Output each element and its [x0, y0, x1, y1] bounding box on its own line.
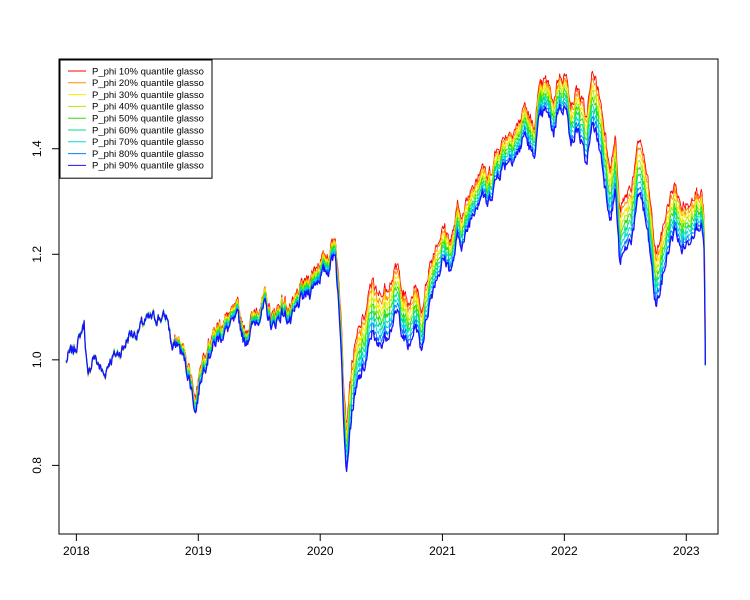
x-tick-label: 2019	[185, 544, 212, 558]
x-axis: 2018 2019 2020 2021 2022 2023	[63, 534, 700, 558]
plot-frame	[58, 58, 719, 535]
legend-label: P_phi 80% quantile glasso	[92, 149, 204, 160]
series-lines	[65, 70, 706, 473]
x-tick-label: 2018	[63, 544, 90, 558]
legend-box	[59, 59, 213, 179]
y-tick-label: 0.8	[30, 457, 44, 474]
y-tick-label: 1.0	[30, 351, 44, 368]
legend-label: P_phi 40% quantile glasso	[92, 102, 204, 113]
legend-label: P_phi 60% quantile glasso	[92, 125, 204, 136]
x-tick-label: 2021	[429, 544, 456, 558]
legend-label: P_phi 50% quantile glasso	[92, 114, 204, 125]
x-tick-label: 2023	[673, 544, 700, 558]
legend-label: P_phi 90% quantile glasso	[92, 161, 204, 172]
x-tick-label: 2020	[307, 544, 334, 558]
y-axis: 0.8 1.0 1.2 1.4	[30, 140, 59, 474]
y-tick-label: 1.4	[30, 140, 44, 157]
legend-label: P_phi 70% quantile glasso	[92, 137, 204, 148]
series-line	[65, 103, 706, 473]
y-tick-label: 1.2	[30, 246, 44, 263]
legend-label: P_phi 30% quantile glasso	[92, 90, 204, 101]
legend-label: P_phi 10% quantile glasso	[92, 66, 204, 77]
legend-label: P_phi 20% quantile glasso	[92, 78, 204, 89]
x-tick-label: 2022	[551, 544, 578, 558]
